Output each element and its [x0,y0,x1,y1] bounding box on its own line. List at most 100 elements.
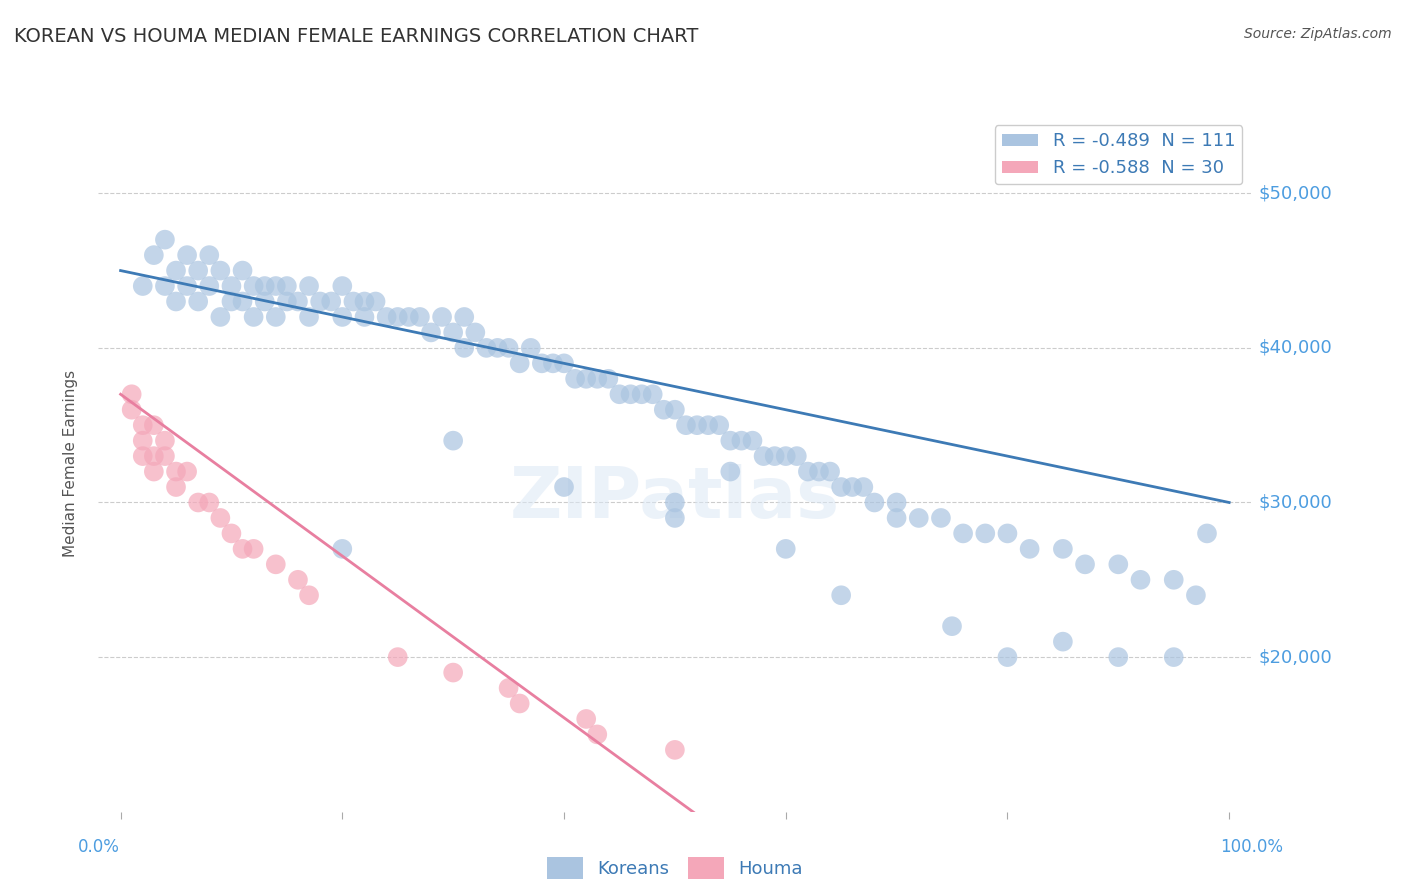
Text: Source: ZipAtlas.com: Source: ZipAtlas.com [1244,27,1392,41]
Point [486,341,509,355]
Point [430,310,453,324]
Point [709,418,731,433]
Point [941,619,963,633]
Point [153,449,176,463]
Point [209,263,232,277]
Point [997,526,1019,541]
Point [718,434,741,448]
Text: $50,000: $50,000 [1258,185,1331,202]
Text: $20,000: $20,000 [1258,648,1331,666]
Point [142,248,165,262]
Point [797,465,820,479]
Point [132,449,155,463]
Point [818,465,841,479]
Point [675,418,697,433]
Point [775,449,797,463]
Point [231,541,254,556]
Point [264,279,287,293]
Point [619,387,641,401]
Point [1074,558,1097,572]
Point [221,279,243,293]
Point [886,511,908,525]
Point [652,402,675,417]
Text: $30,000: $30,000 [1258,493,1331,511]
Point [187,495,209,509]
Point [952,526,974,541]
Point [609,387,631,401]
Point [763,449,786,463]
Point [165,465,187,479]
Point [153,279,176,293]
Point [498,341,520,355]
Y-axis label: Median Female Earnings: Median Female Earnings [63,370,77,558]
Point [187,294,209,309]
Point [121,402,143,417]
Point [309,294,332,309]
Point [142,418,165,433]
Point [530,356,553,370]
Point [564,372,586,386]
Point [276,294,298,309]
Point [276,279,298,293]
Point [641,387,664,401]
Point [142,465,165,479]
Point [1107,650,1129,665]
Point [253,294,276,309]
Point [287,573,309,587]
Point [752,449,775,463]
Point [353,310,375,324]
Point [264,310,287,324]
Point [287,294,309,309]
Point [929,511,952,525]
Point [664,495,686,509]
Point [997,650,1019,665]
Point [153,434,176,448]
Point [176,279,198,293]
Point [353,294,375,309]
Point [165,480,187,494]
Point [298,310,321,324]
Point [1185,588,1208,602]
Point [242,279,264,293]
Point [387,650,409,665]
Point [509,356,531,370]
Point [575,712,598,726]
Point [298,279,321,293]
Point [364,294,387,309]
Text: 0.0%: 0.0% [77,838,120,856]
Point [375,310,398,324]
Point [420,326,443,340]
Point [863,495,886,509]
Point [907,511,929,525]
Point [541,356,564,370]
Point [741,434,763,448]
Point [686,418,709,433]
Point [298,588,321,602]
Point [321,294,343,309]
Point [198,279,221,293]
Point [165,294,187,309]
Point [409,310,432,324]
Point [231,263,254,277]
Point [398,310,420,324]
Point [198,495,221,509]
Point [132,418,155,433]
Point [575,372,598,386]
Point [586,727,609,741]
Point [253,279,276,293]
Point [221,294,243,309]
Point [153,233,176,247]
Point [664,402,686,417]
Point [1195,526,1218,541]
Point [475,341,498,355]
Point [1052,541,1074,556]
Text: ZIPatlas: ZIPatlas [510,464,839,533]
Point [387,310,409,324]
Point [775,541,797,556]
Point [441,434,464,448]
Point [841,480,863,494]
Point [598,372,620,386]
Point [553,356,575,370]
Point [453,310,475,324]
Point [697,418,720,433]
